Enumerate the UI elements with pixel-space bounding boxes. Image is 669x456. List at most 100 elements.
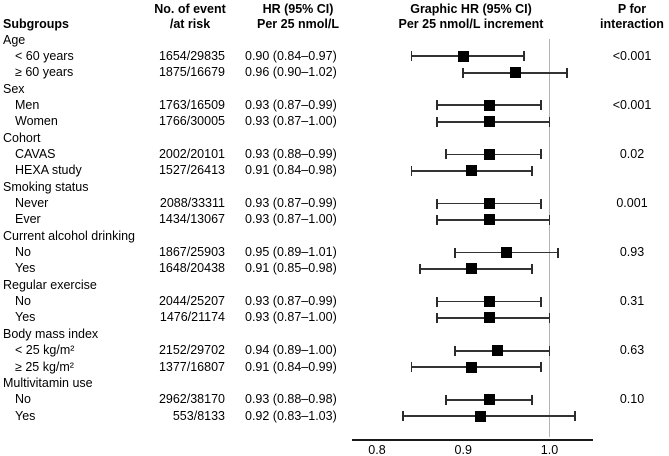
column-header-p-line1: P for [617,2,647,16]
events-at-risk-value: 2088/33311 [159,196,225,210]
hr-square-marker [509,67,521,79]
x-axis-line [352,439,593,441]
events-at-risk-value: 2962/38170 [158,392,225,407]
hr-ci-value: 0.93 (0.87–1.00) [245,310,337,325]
column-header-hr: HR (95% CI) Per 25 nmol/L [243,2,353,32]
subgroup-label: No [15,294,31,309]
p-interaction-value: <0.001 [612,48,652,63]
hr-square-marker [466,165,478,177]
ci-cap-right [531,165,534,176]
hr-square-marker [483,312,495,324]
hr-ci-value: 0.93 (0.87–0.99) [245,97,337,112]
ci-cap-left [453,247,456,258]
hr-ci-value: 0.93 (0.88–0.98) [245,392,337,407]
column-header-events: No. of event /at risk [139,2,241,32]
subgroup-label: No [15,392,31,407]
p-interaction-value: <0.001 [612,97,652,112]
column-header-p-line2: interaction [600,17,664,31]
p-interaction-value: 0.63 [619,343,645,358]
events-at-risk-value: 2044/25207 [158,294,225,309]
subgroup-data-row: No 2044/25207 0.93 (0.87–0.99) 0.31 [0,293,669,310]
events-at-risk-value: 2152/29702 [158,343,225,358]
axis-tick-label: 0.8 [368,443,386,456]
ci-cap-right [539,198,542,209]
hr-square-marker [466,361,478,373]
axis-tick-label: 0.9 [454,443,472,456]
subgroup-data-row: Yes 553/8133 0.92 (0.83–1.03) [0,408,669,425]
events-at-risk-value: 1875/16679 [158,65,225,80]
p-interaction-value: 0.02 [619,146,645,161]
ci-cap-right [548,214,551,225]
subgroup-category-row: Age [0,32,669,49]
ci-cap-left [436,116,439,127]
ci-cap-left [410,51,413,62]
subgroup-category-row: Smoking status [0,179,669,196]
ci-cap-right [548,345,551,356]
subgroup-category-row: Regular exercise [0,277,669,294]
ci-cap-right [539,296,542,307]
hr-square-marker [492,345,504,357]
subgroup-label: Smoking status [3,179,89,194]
subgroup-data-row: Yes 1476/21174 0.93 (0.87–1.00) [0,309,669,326]
hr-square-marker [475,410,486,422]
column-header-subgroups: Subgroups [3,17,69,31]
axis-tick-label: 1.0 [540,443,559,456]
column-header-graphic-hr: Graphic HR (95% CI) Per 25 nmol/L increm… [361,2,581,32]
hr-ci-value: 0.96 (0.90–1.02) [245,65,337,80]
subgroup-data-row: ≥ 60 years 1875/16679 0.96 (0.90–1.02) [0,64,669,81]
p-interaction-value: 0.31 [619,294,645,309]
subgroup-label: Sex [3,81,25,96]
hr-ci-value: 0.91 (0.84–0.98) [245,163,337,178]
ci-cap-left [436,214,439,225]
ci-cap-right [557,247,560,258]
ci-whisker-line [402,415,576,417]
events-at-risk-value: 1377/16807 [158,359,225,374]
p-interaction-value: 0.10 [619,392,645,407]
hr-square-marker [483,99,495,111]
ci-cap-right [531,394,534,405]
subgroup-label: Women [15,114,58,129]
ci-cap-left [453,345,456,356]
ci-cap-right [548,312,551,323]
ci-cap-right [522,51,525,62]
column-header-graphic-hr-line2: Per 25 nmol/L increment [398,17,544,31]
hr-ci-value: 0.93 (0.87–1.00) [245,212,337,227]
ci-cap-left [401,411,404,422]
subgroup-label: CAVAS [15,146,56,161]
subgroup-data-row: < 25 kg/m² 2152/29702 0.94 (0.89–1.00) 0.63 [0,342,669,359]
subgroup-label: Yes [15,310,36,325]
hr-ci-value: 0.93 (0.88–0.99) [245,146,337,161]
subgroup-label: Age [3,32,26,47]
subgroup-label: ≥ 60 years [15,65,74,80]
hr-square-marker [466,263,478,275]
column-header-events-line2: /at risk [169,17,211,31]
events-at-risk-value: 1434/13067 [158,212,225,227]
subgroup-label: Regular exercise [3,277,97,292]
subgroup-label: Never [15,196,49,210]
subgroup-data-row: < 60 years 1654/29835 0.90 (0.84–0.97) <0.0… [0,48,669,65]
subgroup-label: HEXA study [15,163,82,178]
p-interaction-value: 0.93 [619,245,645,260]
hr-ci-value: 0.92 (0.83–1.03) [245,408,337,423]
subgroup-data-row: Women 1766/30005 0.93 (0.87–1.00) [0,113,669,130]
ci-cap-right [574,411,577,422]
ci-cap-left [410,362,413,372]
subgroup-data-row: No 1867/25903 0.95 (0.89–1.01) 0.93 [0,244,669,261]
ci-cap-left [445,394,447,405]
ci-cap-left [419,263,422,274]
hr-square-marker [483,394,495,406]
hr-ci-value: 0.91 (0.85–0.98) [245,261,337,276]
ci-cap-right [531,263,534,274]
subgroup-label: Multivitamin use [3,375,93,390]
subgroup-data-row: HEXA study 1527/26413 0.91 (0.84–0.98) [0,162,669,179]
events-at-risk-value: 1766/30005 [158,114,225,129]
events-at-risk-value: 1648/20438 [158,261,225,276]
ci-cap-right [539,149,542,160]
ci-cap-left [436,100,439,111]
column-header-graphic-hr-line1: Graphic HR (95% CI) [410,2,532,16]
subgroup-label: < 25 kg/m² [15,343,75,358]
subgroup-label: Men [15,97,40,112]
subgroup-label: Current alcohol drinking [3,228,136,243]
subgroup-label: < 60 years [15,48,74,63]
